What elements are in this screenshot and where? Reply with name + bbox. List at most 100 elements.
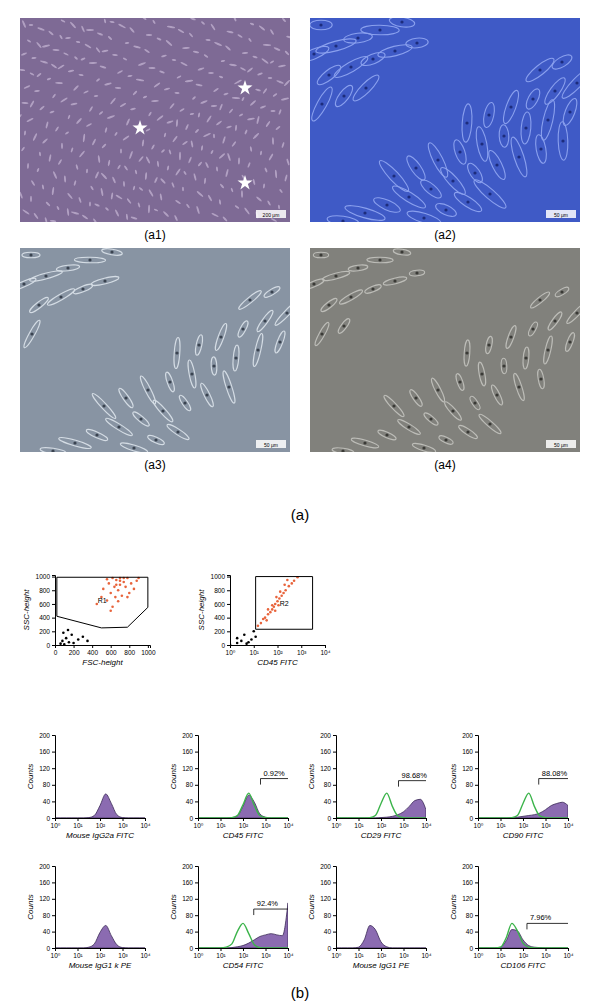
y-tick: 40 <box>466 798 478 805</box>
x-tick-label: 10⁰ <box>51 822 61 829</box>
scatter-point <box>121 594 124 597</box>
y-tick-mark <box>333 948 336 949</box>
plot-area <box>478 923 568 948</box>
scatter-point <box>126 596 129 599</box>
nucleus <box>256 348 259 351</box>
cell <box>382 394 406 419</box>
cell <box>461 104 473 143</box>
cell <box>24 130 26 135</box>
cell <box>137 202 140 207</box>
x-tick: 10¹ <box>73 948 83 959</box>
nucleus <box>473 401 476 404</box>
x-axis-title: Mouse IgG2a FITC <box>66 831 134 840</box>
y-tick-mark <box>333 768 336 769</box>
cell <box>185 79 194 82</box>
nucleus <box>320 332 323 335</box>
cell <box>114 132 118 137</box>
y-tick-mark <box>333 932 336 933</box>
y-tick-label: 0 <box>221 642 225 649</box>
y-tick: 120 <box>462 895 478 902</box>
y-tick-label: 80 <box>186 781 194 788</box>
y-axis-line <box>52 867 56 949</box>
cell <box>178 394 193 412</box>
nucleus <box>363 441 366 444</box>
cell <box>74 257 105 263</box>
cell <box>90 185 94 190</box>
cell <box>126 118 131 126</box>
cell <box>86 123 93 128</box>
cell <box>123 57 128 61</box>
cell <box>179 108 185 113</box>
nucleus <box>465 351 468 354</box>
y-tick-label: 120 <box>462 765 473 772</box>
y-tick: 80 <box>186 781 198 788</box>
y-tick-label: 400 <box>214 614 225 621</box>
micrograph-background <box>20 248 290 452</box>
x-tick-mark <box>148 645 149 648</box>
cell <box>258 25 265 31</box>
cell <box>438 165 469 198</box>
chart: R210⁰10¹10²10³10⁴02004006008001000CD45 F… <box>197 573 331 667</box>
x-tick-label: 10³ <box>261 822 271 829</box>
nucleus <box>161 409 164 412</box>
y-tick-label: 1000 <box>36 573 51 580</box>
x-tick-label: 0 <box>54 649 58 656</box>
y-tick-label: 0 <box>189 945 193 952</box>
y-tick-label: 200 <box>39 732 50 739</box>
cell <box>252 179 255 186</box>
scatter-point <box>288 585 291 588</box>
cell <box>31 57 36 59</box>
cell <box>95 47 100 53</box>
nucleus <box>312 282 315 285</box>
scatter-point <box>243 633 246 636</box>
x-tick-label: 10³ <box>297 649 307 656</box>
y-tick-mark <box>52 735 55 736</box>
x-axis-title: CD90 FITC <box>503 831 544 840</box>
cell <box>75 164 78 170</box>
y-tick-mark <box>475 948 478 949</box>
y-axis: 04080120160200 <box>320 863 336 952</box>
scatter-point <box>264 616 267 619</box>
y-tick-label: 200 <box>39 628 50 635</box>
x-tick-mark <box>129 645 130 648</box>
y-axis: 04080120160200 <box>462 732 478 822</box>
cell <box>241 97 245 102</box>
cell <box>98 111 103 116</box>
y-tick: 80 <box>186 912 198 919</box>
cell <box>100 172 107 179</box>
cell <box>389 18 416 29</box>
scatter-point <box>267 608 270 611</box>
cell <box>182 47 190 50</box>
cell <box>236 320 249 339</box>
cell <box>452 189 484 214</box>
cell <box>175 168 181 176</box>
x-tick: 10² <box>96 948 106 959</box>
y-tick-label: 200 <box>462 863 473 870</box>
cell <box>52 93 57 98</box>
cell <box>27 163 29 169</box>
cell <box>65 37 71 40</box>
cell <box>213 134 215 139</box>
nucleus <box>575 81 578 84</box>
cell <box>273 330 287 354</box>
x-tick-mark <box>92 645 93 648</box>
scatter-point <box>271 608 274 611</box>
cell <box>90 392 117 421</box>
y-tick: 800 <box>214 587 230 594</box>
nucleus <box>356 266 359 269</box>
x-tick-label: 10³ <box>118 822 128 829</box>
scatter-series <box>95 577 139 612</box>
y-tick: 200 <box>39 628 55 635</box>
x-tick-label: 10³ <box>541 822 551 829</box>
y-tick-label: 120 <box>320 895 331 902</box>
scatter-point <box>260 622 263 625</box>
x-tick-label: 10² <box>377 822 387 829</box>
scatter-point <box>111 605 114 608</box>
nucleus <box>422 446 425 449</box>
cell <box>73 180 76 186</box>
cell <box>172 59 177 61</box>
plot-area <box>57 577 148 645</box>
cell <box>47 77 52 80</box>
panel-label: (a) <box>291 506 309 523</box>
cell <box>240 67 247 72</box>
